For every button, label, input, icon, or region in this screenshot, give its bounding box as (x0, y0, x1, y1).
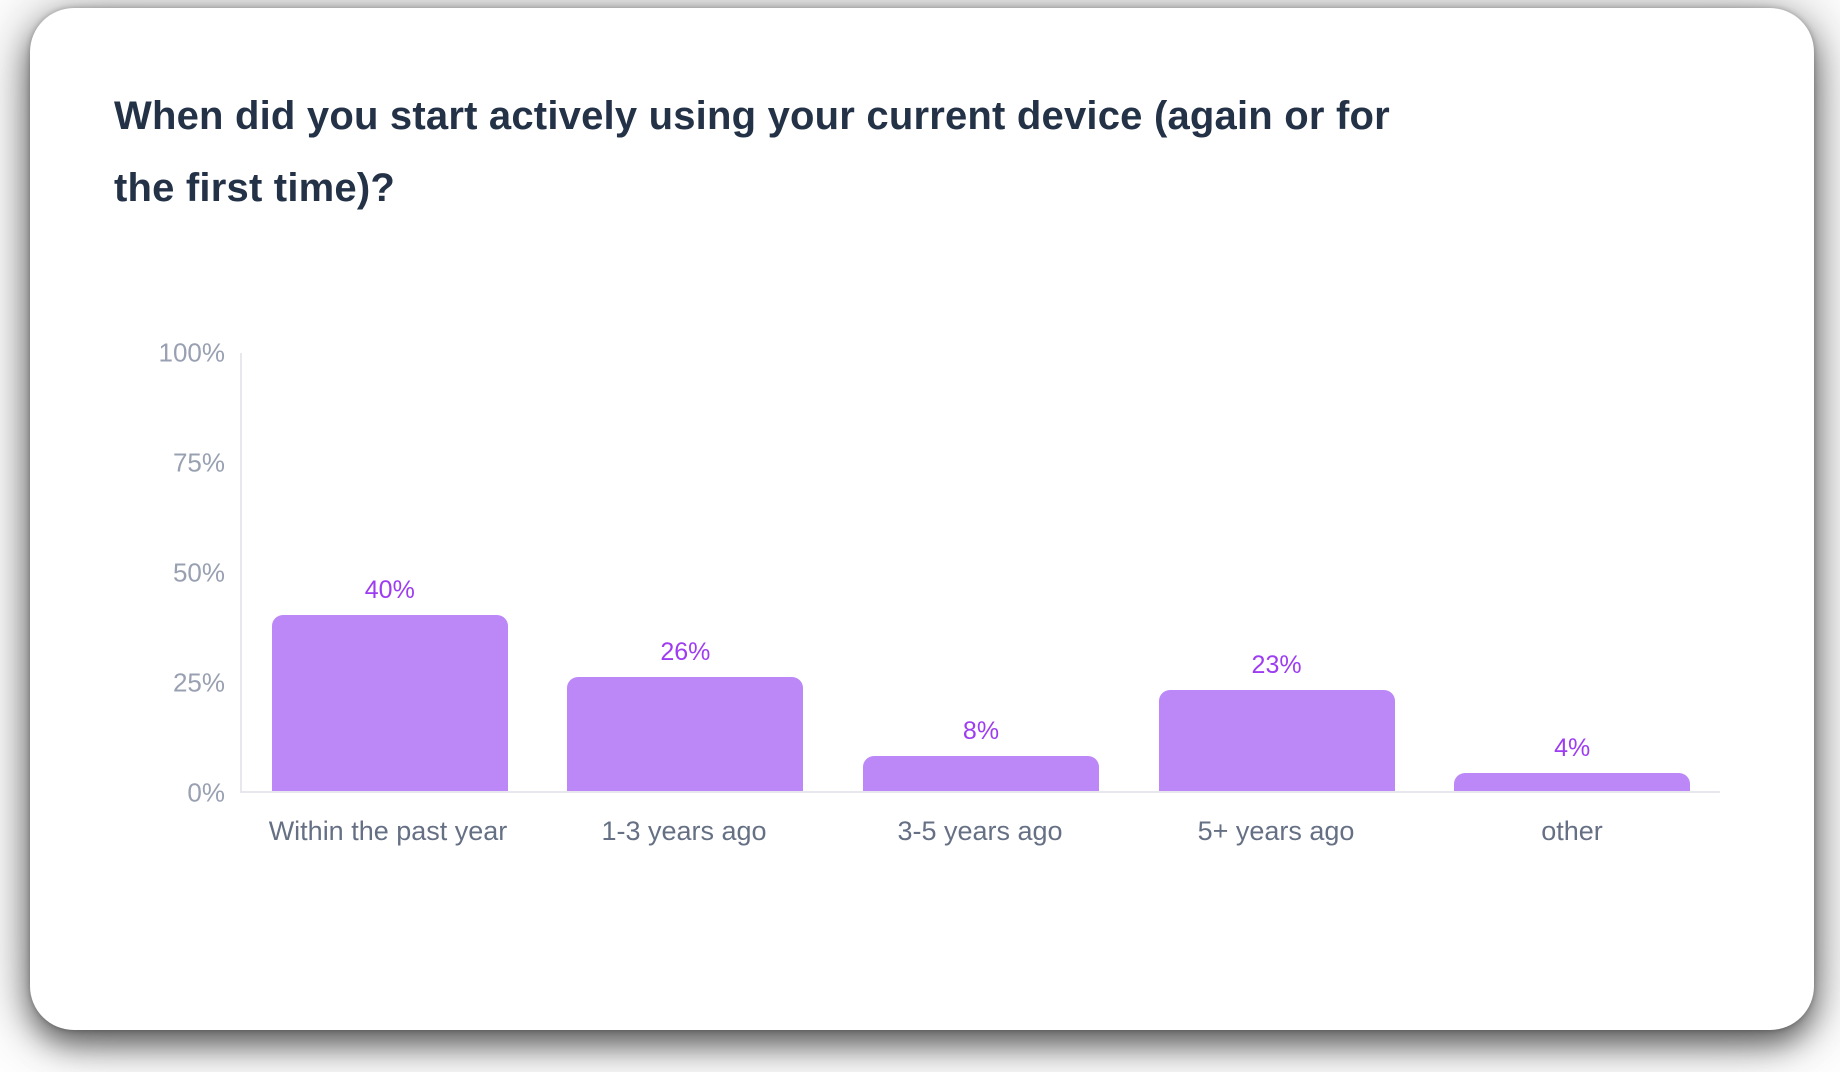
plot-area: 40% 26% 8% 23% 4% (240, 353, 1720, 793)
x-category-label: 3-5 years ago (897, 816, 1063, 846)
bar-value-label: 4% (1554, 734, 1591, 763)
bar-value-label: 40% (364, 576, 415, 604)
x-axis: Within the past year 1-3 years ago 3-5 yea… (240, 816, 1720, 847)
y-tick-label: 75% (172, 447, 225, 478)
bars-row: 40% 26% 8% 23% 4% (242, 353, 1720, 791)
chart-card: When did you start actively using your c… (30, 8, 1814, 1030)
bar-value-label: 23% (1251, 650, 1302, 679)
bar-group: 23% (1129, 353, 1425, 791)
bar (1158, 689, 1395, 791)
bar-chart: 0% 25% 50% 75% 100% 40% 26% 8% 23% 4% Within the… (30, 8, 1814, 1030)
bar-group: 4% (1424, 353, 1720, 791)
y-tick-label: 25% (172, 667, 225, 698)
x-category-label: other (1541, 816, 1603, 846)
bar (862, 755, 1099, 791)
y-tick-label: 50% (172, 557, 225, 588)
x-category-label: 1-3 years ago (601, 816, 767, 846)
bar (271, 615, 508, 791)
bar-value-label: 8% (962, 716, 1000, 745)
chart-title: When did you start actively using your c… (114, 94, 1390, 210)
bar-group: 8% (833, 353, 1129, 791)
y-tick-label: 0% (187, 777, 225, 808)
bar-group: 26% (538, 353, 834, 791)
y-tick-label: 100% (158, 337, 226, 368)
bar (1454, 773, 1691, 791)
bar (567, 676, 804, 791)
bar-value-label: 26% (660, 637, 711, 666)
x-category-label: Within the past year (268, 816, 508, 846)
x-category-label: 5+ years ago (1197, 816, 1355, 846)
bar-group: 40% (242, 353, 538, 791)
